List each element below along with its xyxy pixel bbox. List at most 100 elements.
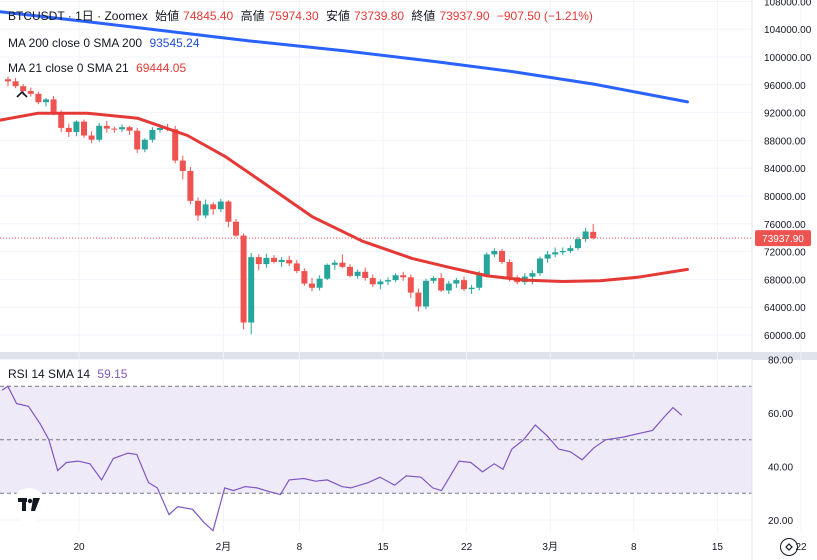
- candle: [362, 267, 369, 281]
- rsi-band: [0, 385, 752, 494]
- candle-body: [134, 130, 141, 150]
- candle: [126, 125, 133, 135]
- candle: [293, 259, 300, 274]
- high-label: 高値: [240, 9, 265, 23]
- candle-body: [362, 271, 369, 279]
- candle-body: [111, 128, 118, 130]
- candle-body: [12, 81, 19, 87]
- ma200-value: 93545.24: [149, 36, 200, 50]
- rsi-series: [1, 385, 683, 532]
- candle: [407, 274, 414, 299]
- candle-body: [5, 79, 11, 82]
- candle-body: [491, 250, 498, 255]
- price-tick-label: 80000.00: [764, 192, 806, 203]
- candle-body: [81, 121, 87, 136]
- pane-separator[interactable]: [0, 352, 817, 360]
- candle-body: [544, 254, 551, 259]
- candle-body: [20, 86, 27, 92]
- time-tick-label: 15: [712, 542, 724, 553]
- rsi-legend[interactable]: RSI 14 SMA 14 59.15: [8, 366, 131, 382]
- candle-body: [255, 257, 262, 265]
- candle-body: [126, 127, 133, 131]
- candle: [43, 98, 49, 107]
- candle: [499, 248, 505, 265]
- candle-body: [316, 278, 323, 288]
- price-tick-label: 60000.00: [764, 331, 806, 342]
- candle-body: [461, 280, 467, 290]
- candle-body: [438, 278, 445, 291]
- ma21-label[interactable]: MA 21 close 0 SMA 21: [8, 61, 129, 75]
- candle-body: [377, 281, 384, 285]
- reset-scale-icon: [785, 543, 793, 551]
- rsi-tick-label: 20.00: [768, 516, 793, 527]
- candle: [81, 119, 87, 138]
- candle-body: [286, 259, 293, 264]
- candle: [377, 279, 384, 290]
- candle-body: [369, 278, 376, 285]
- candle-body: [263, 257, 270, 265]
- candle: [415, 288, 422, 312]
- candle: [134, 127, 141, 153]
- ma200-legend[interactable]: MA 200 close 0 SMA 200 93545.24: [8, 35, 204, 51]
- time-tick-label: 22: [461, 542, 473, 553]
- candle-body: [506, 262, 513, 278]
- candle-body: [217, 201, 224, 210]
- candle: [12, 77, 19, 89]
- ma200-label[interactable]: MA 200 close 0 SMA 200: [8, 36, 143, 50]
- candle: [430, 275, 437, 284]
- candle-body: [407, 277, 414, 293]
- candle-body: [559, 250, 566, 253]
- candle: [27, 87, 34, 97]
- candle: [559, 247, 566, 256]
- candle: [582, 227, 589, 242]
- low-value: 73739.80: [354, 9, 405, 23]
- collapse-legend-button[interactable]: [12, 88, 32, 102]
- candle: [255, 254, 262, 271]
- candle: [309, 278, 315, 292]
- candle: [544, 250, 551, 263]
- candle-body: [119, 127, 125, 130]
- candle: [537, 256, 543, 276]
- candle: [149, 127, 156, 143]
- high-value: 75974.30: [268, 9, 319, 23]
- price-tick-label: 100000.00: [764, 53, 812, 64]
- rsi-value: 59.15: [97, 367, 128, 381]
- candle-body: [529, 273, 536, 277]
- time-tick-label: 2月: [216, 541, 232, 553]
- rsi-label[interactable]: RSI 14 SMA 14: [8, 367, 91, 381]
- candle-body: [324, 264, 331, 279]
- candle: [552, 247, 559, 258]
- candle: [263, 253, 270, 268]
- candle-body: [392, 275, 399, 281]
- candle-body: [430, 278, 437, 281]
- candle-body: [552, 252, 559, 255]
- candle: [119, 124, 125, 133]
- candle-body: [278, 259, 285, 263]
- candle: [210, 202, 217, 215]
- ma21-legend[interactable]: MA 21 close 0 SMA 21 69444.05: [8, 60, 190, 76]
- candle: [483, 252, 490, 278]
- candle: [385, 277, 391, 285]
- price-tick-label: 96000.00: [764, 81, 806, 92]
- candle: [567, 245, 574, 253]
- candle-body: [88, 135, 95, 140]
- candle: [331, 259, 338, 270]
- candle: [187, 166, 194, 205]
- symbol-label[interactable]: BTCUSDT · 1日 · Zoomex: [8, 9, 148, 23]
- candle-body: [96, 125, 103, 140]
- ohlc-legend[interactable]: BTCUSDT · 1日 · Zoomex 始値 74845.40 高値 75974…: [8, 8, 597, 24]
- candle: [5, 76, 11, 87]
- candle-body: [309, 283, 315, 288]
- candle: [461, 276, 467, 292]
- candle-body: [483, 254, 490, 275]
- candle-body: [476, 274, 483, 288]
- low-label: 安値: [326, 9, 351, 23]
- candle-body: [195, 200, 201, 216]
- reset-scale-button[interactable]: [780, 538, 798, 556]
- candle-body: [582, 231, 589, 240]
- tradingview-logo[interactable]: [12, 488, 46, 522]
- candle-body: [35, 93, 42, 103]
- open-value: 74845.40: [183, 9, 234, 23]
